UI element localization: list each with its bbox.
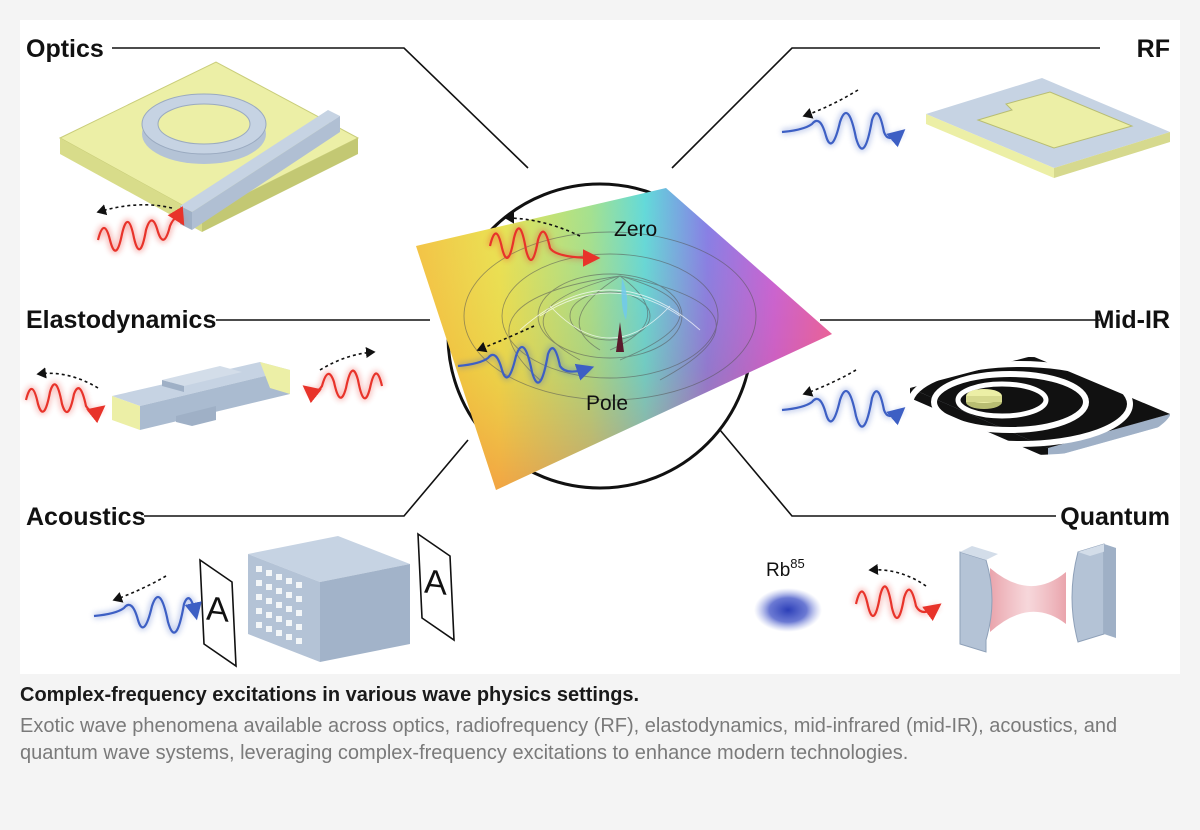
elastodynamics-left-wave-icon bbox=[23, 367, 106, 424]
quantum-red-wave-icon bbox=[853, 563, 942, 621]
acoustic-right-letter: A bbox=[424, 563, 447, 603]
center-red-wave-icon bbox=[487, 212, 601, 267]
ring-resonator-icon bbox=[58, 61, 360, 232]
caption-body: Exotic wave phenomena available across o… bbox=[20, 715, 1118, 764]
rb-label: Rb85 bbox=[766, 556, 805, 581]
label-rf: RF bbox=[1137, 35, 1170, 63]
elastodynamics-right-wave-icon bbox=[302, 346, 385, 404]
acoustic-metamaterial-icon bbox=[199, 532, 455, 668]
leader-lines bbox=[112, 47, 1100, 517]
center-blue-wave-icon bbox=[457, 325, 595, 386]
label-elastodynamics: Elastodynamics bbox=[26, 306, 216, 334]
acoustic-left-letter: A bbox=[206, 590, 229, 630]
label-quantum: Quantum bbox=[1060, 503, 1170, 531]
figure-panel: Optics RF Elastodynamics Mid-IR Acoustic… bbox=[20, 20, 1180, 674]
zero-label: Zero bbox=[614, 218, 657, 241]
optical-cavity-icon bbox=[959, 543, 1116, 653]
rf-blue-wave-icon bbox=[781, 89, 906, 152]
mid-ir-blue-wave-icon bbox=[781, 369, 906, 430]
acoustics-blue-wave-icon bbox=[93, 575, 202, 636]
caption-title: Complex-frequency excitations in various… bbox=[20, 684, 640, 706]
wave-physics-diagram: Optics RF Elastodynamics Mid-IR Acoustic… bbox=[23, 35, 1180, 668]
figure-caption: Complex-frequency excitations in various… bbox=[20, 684, 1180, 767]
elastic-beam-icon bbox=[112, 362, 290, 430]
rb-atom-cloud-icon bbox=[754, 588, 822, 632]
metasurface-disk-icon bbox=[884, 354, 1176, 458]
optics-red-wave-icon bbox=[95, 204, 185, 254]
pole-label: Pole bbox=[586, 392, 628, 415]
label-mid-ir: Mid-IR bbox=[1094, 306, 1170, 334]
patch-antenna-icon bbox=[926, 78, 1170, 178]
label-acoustics: Acoustics bbox=[26, 503, 145, 531]
label-optics: Optics bbox=[26, 35, 104, 63]
complex-frequency-plane-icon bbox=[416, 182, 832, 490]
